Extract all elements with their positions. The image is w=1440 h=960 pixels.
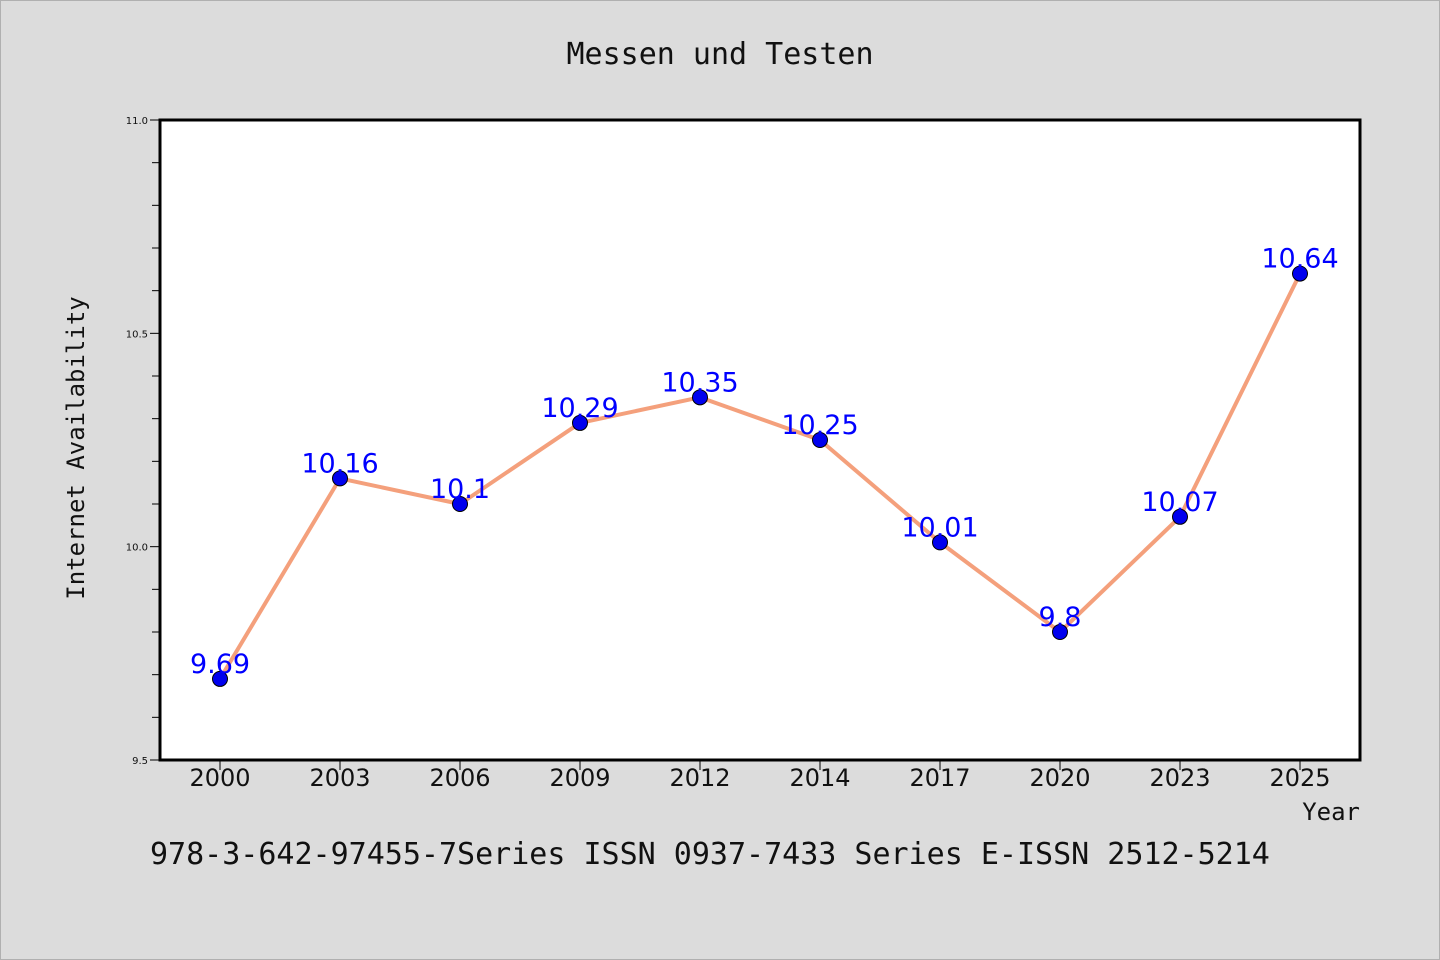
data-point: [692, 389, 708, 406]
x-tick-label: 2012: [669, 764, 730, 792]
data-point: [212, 670, 228, 687]
data-label: 10.01: [901, 512, 978, 543]
x-axis: 2000 2003 2006 2009 2012 2014 2017 2020 2023 2025: [189, 760, 1331, 792]
x-axis-label: Year: [1302, 798, 1360, 826]
chart-title: Messen und Testen: [566, 37, 873, 72]
x-tick-label: 2020: [1029, 764, 1090, 792]
data-label: 10.64: [1261, 244, 1338, 275]
data-point: [1172, 508, 1188, 525]
footer-text: 978-3-642-97455-7Series ISSN 0937-7433 S…: [150, 837, 1270, 872]
plot-area: [158, 118, 1362, 762]
x-tick-label: 2009: [549, 764, 610, 792]
data-point: [812, 432, 828, 448]
data-label: 10.1: [430, 474, 490, 505]
data-label: 10.25: [781, 410, 858, 441]
y-axis: 9.5 10.0 10.5 11.0: [126, 116, 160, 767]
x-tick-label: 2003: [309, 764, 370, 792]
x-tick-label: 2006: [429, 764, 490, 792]
y-axis-label: Internet Availability: [62, 296, 90, 599]
data-label: 10.29: [541, 393, 618, 424]
series-layer: 9.69 10.16 10.1 10.29 10.35 10.25 10.01 9.8 10.0…: [190, 244, 1339, 687]
x-tick-label: 2025: [1269, 764, 1330, 792]
series-line: [218, 271, 1302, 681]
y-tick-label: 10.5: [126, 329, 148, 340]
data-label: 9.8: [1039, 602, 1082, 633]
data-label: 10.35: [661, 367, 738, 398]
data-point: [332, 470, 348, 487]
data-point: [572, 414, 588, 431]
data-label: 10.16: [301, 448, 378, 479]
data-point: [1052, 624, 1068, 640]
x-tick-label: 2000: [189, 764, 250, 792]
data-point: [1292, 265, 1308, 282]
data-point: [932, 534, 948, 551]
data-label: 10.07: [1141, 487, 1218, 518]
x-tick-label: 2017: [909, 764, 970, 792]
data-label: 9.69: [190, 649, 250, 680]
y-tick-label: 9.5: [132, 756, 148, 767]
y-tick-label: 10.0: [126, 543, 148, 554]
data-point: [452, 496, 468, 512]
x-tick-label: 2023: [1149, 764, 1210, 792]
y-tick-label: 11.0: [126, 116, 148, 127]
x-tick-label: 2014: [789, 764, 850, 792]
